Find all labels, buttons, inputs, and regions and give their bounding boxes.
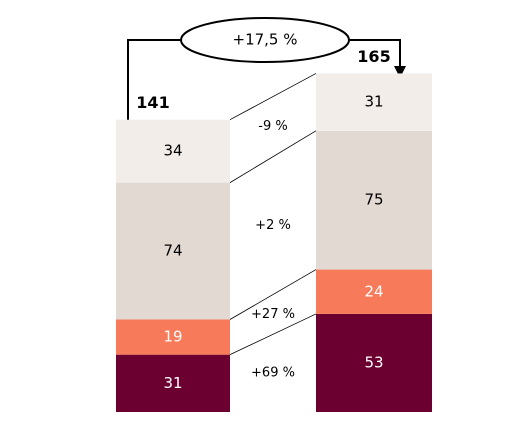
segment-label: 24 [364, 282, 383, 300]
change-label: +69 % [251, 366, 295, 381]
bar-segment [316, 269, 432, 314]
bar-segment [116, 319, 230, 355]
bar-segment [116, 354, 230, 412]
growth-bracket [127, 39, 401, 125]
segment-label: 34 [163, 142, 182, 160]
segment-label: 74 [163, 242, 182, 260]
change-label: +2 % [255, 218, 291, 233]
bar-segment [316, 313, 432, 412]
total-label: 165 [357, 47, 390, 66]
bar-segment [316, 73, 432, 131]
change-label: -9 % [258, 119, 287, 134]
connector-line [229, 313, 317, 356]
segment-label: 31 [163, 374, 182, 392]
change-label: +27 % [251, 307, 295, 322]
segment-label: 75 [364, 191, 383, 209]
growth-ellipse [180, 17, 350, 63]
growth-label: +17,5 % [233, 31, 298, 49]
segment-label: 31 [364, 93, 383, 111]
bar-segment [116, 119, 230, 183]
total-label: 141 [136, 93, 169, 112]
bar-segment [316, 130, 432, 270]
bar-segment [116, 182, 230, 320]
segment-label: 53 [364, 353, 383, 371]
segment-label: 19 [163, 328, 182, 346]
growth-arrowhead [394, 66, 406, 78]
connector-line [229, 269, 317, 320]
connector-line [229, 73, 317, 121]
connector-line [229, 130, 317, 183]
